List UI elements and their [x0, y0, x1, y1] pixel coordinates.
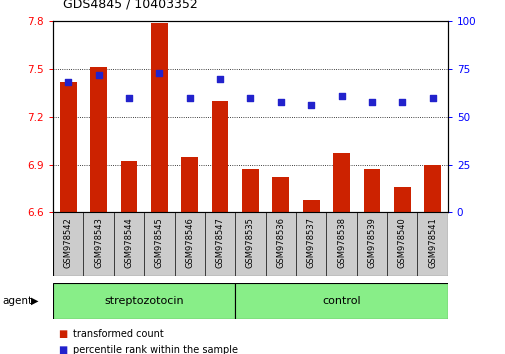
Point	[185, 95, 193, 101]
Text: GSM978537: GSM978537	[306, 217, 315, 268]
Text: GSM978538: GSM978538	[336, 217, 345, 268]
Point	[216, 76, 224, 81]
Text: transformed count: transformed count	[73, 329, 164, 339]
Text: control: control	[322, 296, 360, 306]
Point	[428, 95, 436, 101]
Text: percentile rank within the sample: percentile rank within the sample	[73, 345, 238, 354]
Bar	[151, 23, 168, 212]
Bar	[90, 67, 107, 212]
Bar	[302, 200, 319, 212]
Point	[337, 93, 345, 99]
Point	[64, 80, 72, 85]
FancyBboxPatch shape	[235, 283, 447, 319]
Point	[307, 103, 315, 108]
Text: GSM978545: GSM978545	[155, 217, 164, 268]
Text: GSM978540: GSM978540	[397, 217, 406, 268]
FancyBboxPatch shape	[53, 283, 235, 319]
Bar	[242, 169, 258, 212]
Text: GSM978542: GSM978542	[64, 217, 73, 268]
Bar	[333, 153, 349, 212]
Text: GSM978544: GSM978544	[124, 217, 133, 268]
Bar	[121, 161, 137, 212]
Point	[367, 99, 375, 104]
Bar	[424, 165, 440, 212]
Bar	[272, 177, 289, 212]
Point	[125, 95, 133, 101]
Bar	[363, 169, 380, 212]
Text: streptozotocin: streptozotocin	[104, 296, 184, 306]
Text: GSM978543: GSM978543	[94, 217, 103, 268]
Text: GSM978535: GSM978535	[245, 217, 255, 268]
Text: GSM978547: GSM978547	[215, 217, 224, 268]
Bar	[60, 82, 77, 212]
Text: GDS4845 / 10403352: GDS4845 / 10403352	[63, 0, 197, 11]
Text: agent: agent	[3, 296, 33, 306]
Text: GSM978536: GSM978536	[276, 217, 285, 268]
Text: GSM978539: GSM978539	[367, 217, 376, 268]
Point	[276, 99, 284, 104]
Bar	[181, 156, 198, 212]
Point	[397, 99, 406, 104]
Point	[246, 95, 254, 101]
Text: GSM978541: GSM978541	[427, 217, 436, 268]
Text: ■: ■	[58, 329, 67, 339]
Bar	[212, 101, 228, 212]
Text: ■: ■	[58, 345, 67, 354]
Point	[94, 72, 103, 78]
FancyBboxPatch shape	[53, 212, 447, 276]
Text: GSM978546: GSM978546	[185, 217, 194, 268]
Bar	[393, 187, 410, 212]
Point	[155, 70, 163, 76]
Text: ▶: ▶	[31, 296, 39, 306]
